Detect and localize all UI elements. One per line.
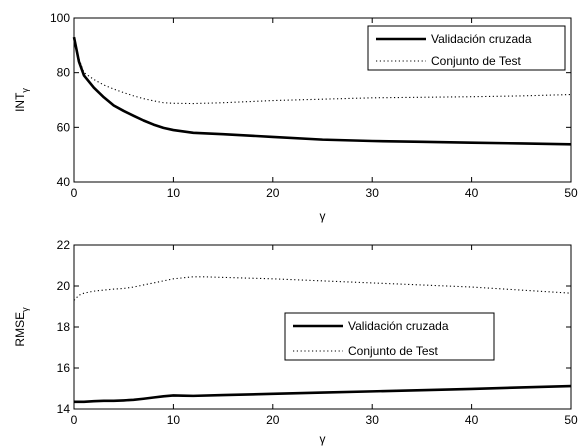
- y-tick-label: 100: [50, 11, 70, 25]
- y-tick-label: 80: [57, 66, 71, 80]
- y-tick-label: 22: [57, 238, 71, 252]
- series-line-conjunto-de-test: [73, 37, 572, 105]
- y-axis-label-subscript: γ: [20, 88, 30, 93]
- legend-label: Conjunto de Test: [348, 344, 439, 358]
- x-tick-label: 10: [167, 413, 181, 427]
- x-tick-label: 30: [366, 186, 380, 200]
- y-axis-label-main: INT: [13, 92, 27, 112]
- y-tick-label: 16: [57, 361, 71, 375]
- x-tick-label: 20: [266, 413, 280, 427]
- legend: Validación cruzada Conjunto de Test: [284, 312, 495, 361]
- y-tick-label: 18: [57, 320, 71, 334]
- legend: Validación cruzada Conjunto de Test: [367, 25, 566, 71]
- legend-box: [367, 25, 566, 71]
- y-tick-label: 40: [57, 175, 71, 189]
- x-tick-label: 30: [366, 413, 380, 427]
- y-tick-label: 20: [57, 279, 71, 293]
- x-tick-label: 20: [266, 186, 280, 200]
- x-axis-label: γ: [320, 209, 326, 223]
- series-line-validacion-cruzada: [74, 384, 572, 404]
- plot-frame: [73, 17, 572, 183]
- x-axis-label: γ: [320, 432, 326, 446]
- series-line-conjunto-de-test: [73, 276, 572, 301]
- legend-label: Conjunto de Test: [431, 54, 522, 68]
- series-line-validacion-cruzada: [72, 36, 572, 146]
- x-tick-label: 0: [71, 413, 78, 427]
- x-tick-label: 10: [167, 186, 181, 200]
- legend-label: Validación cruzada: [348, 319, 449, 333]
- legend-box: [284, 312, 495, 361]
- y-axis-label-subscript: γ: [20, 307, 30, 312]
- y-axis-label-main: RMSE: [13, 312, 27, 347]
- y-axis-label: RMSEγ: [13, 307, 30, 347]
- y-tick-label: 14: [57, 402, 71, 416]
- x-tick-label: 50: [564, 413, 578, 427]
- x-tick-label: 40: [465, 186, 479, 200]
- y-tick-label: 60: [57, 120, 71, 134]
- y-axis-label: INTγ: [13, 88, 30, 112]
- x-tick-label: 50: [564, 186, 578, 200]
- legend-label: Validación cruzada: [431, 32, 532, 46]
- x-tick-label: 40: [465, 413, 479, 427]
- x-tick-label: 0: [71, 186, 78, 200]
